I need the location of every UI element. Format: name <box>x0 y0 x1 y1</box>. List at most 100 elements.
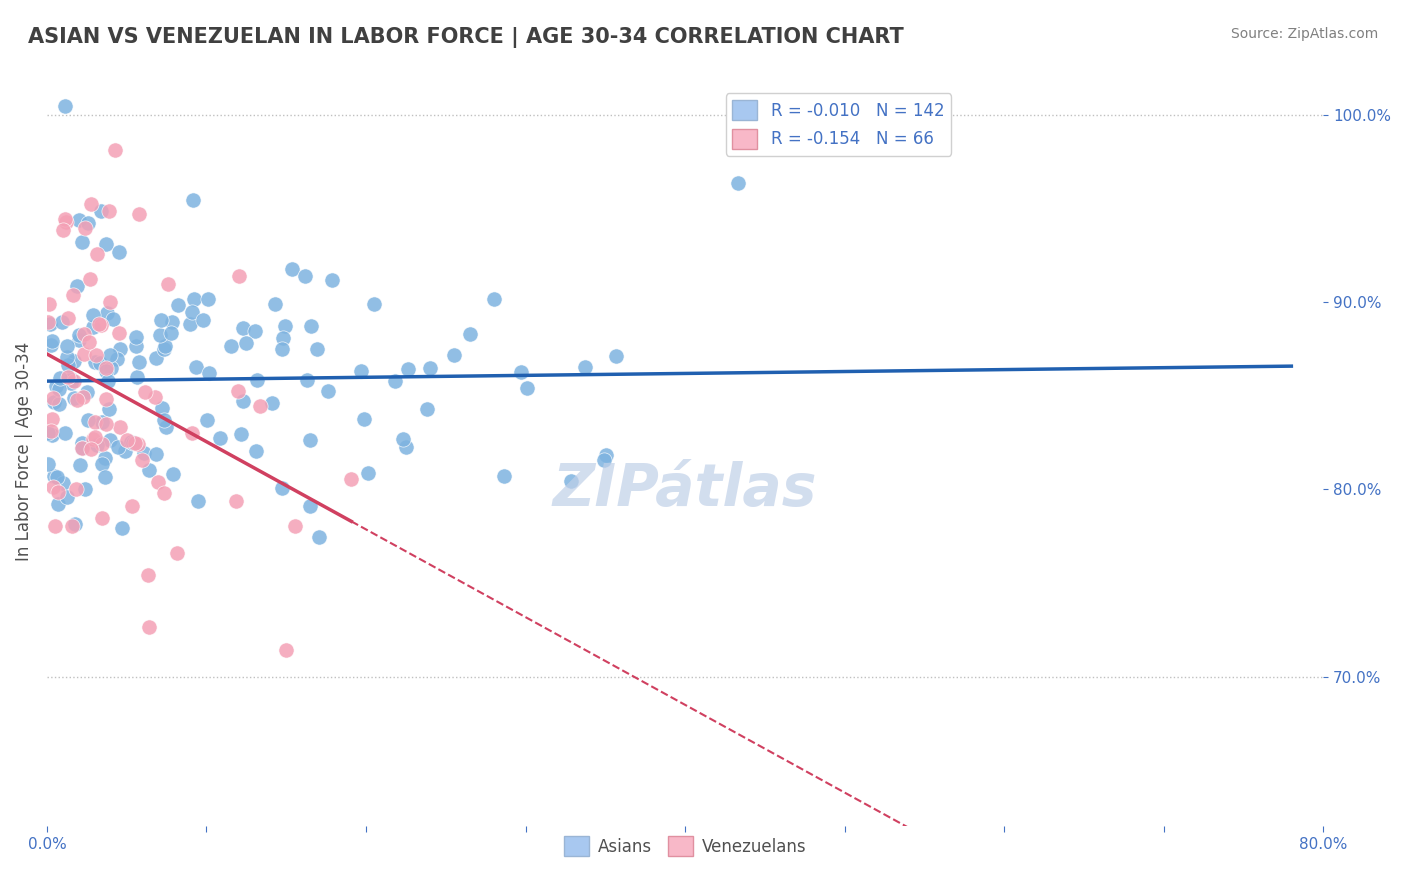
Point <box>53 211 76 226</box>
Point <box>83 416 105 430</box>
Point <box>229 426 252 441</box>
Point <box>419 361 441 376</box>
Point <box>83 355 105 369</box>
Point <box>86 438 108 452</box>
Point <box>56 310 79 325</box>
Point <box>232 321 254 335</box>
Point <box>353 411 375 425</box>
Point <box>62 288 84 302</box>
Point <box>149 328 172 343</box>
Point <box>605 349 627 363</box>
Point <box>131 452 153 467</box>
Point <box>167 298 190 312</box>
Point <box>80 442 103 456</box>
Point <box>90 318 112 332</box>
Text: ZIPátlas: ZIPátlas <box>553 461 817 517</box>
Point <box>82 433 104 447</box>
Point <box>298 433 321 447</box>
Point <box>156 277 179 292</box>
Point <box>60 376 83 390</box>
Point <box>96 392 118 406</box>
Point <box>55 425 77 440</box>
Point <box>308 530 330 544</box>
Point <box>136 568 159 582</box>
Point <box>66 392 89 407</box>
Point <box>96 305 118 319</box>
Point <box>191 313 214 327</box>
Point <box>94 451 117 466</box>
Point <box>46 485 69 500</box>
Point <box>516 381 538 395</box>
Point <box>120 435 142 450</box>
Point <box>299 319 322 334</box>
Point <box>149 313 172 327</box>
Point <box>235 335 257 350</box>
Point <box>100 361 122 376</box>
Point <box>48 396 70 410</box>
Point <box>271 343 294 357</box>
Point <box>111 521 134 535</box>
Point <box>108 420 131 434</box>
Point <box>77 413 100 427</box>
Point <box>97 374 120 388</box>
Point <box>84 430 107 444</box>
Point <box>72 390 94 404</box>
Point <box>271 331 294 345</box>
Point <box>162 467 184 481</box>
Point <box>98 434 121 448</box>
Point <box>56 350 79 364</box>
Point <box>284 518 307 533</box>
Point <box>132 446 155 460</box>
Point <box>52 475 75 490</box>
Point <box>384 374 406 388</box>
Point <box>70 441 93 455</box>
Y-axis label: In Labor Force | Age 30-34: In Labor Force | Age 30-34 <box>15 343 32 561</box>
Point <box>246 373 269 387</box>
Point <box>260 395 283 409</box>
Point <box>574 359 596 374</box>
Point <box>70 235 93 249</box>
Point <box>245 444 267 458</box>
Point <box>274 643 297 657</box>
Point <box>39 424 62 438</box>
Point <box>87 317 110 331</box>
Point <box>42 391 65 405</box>
Point <box>232 394 254 409</box>
Point <box>181 426 204 441</box>
Point <box>73 326 96 341</box>
Point <box>91 511 114 525</box>
Point <box>166 546 188 560</box>
Point <box>416 402 439 417</box>
Point <box>145 351 167 366</box>
Point <box>48 382 70 396</box>
Point <box>66 279 89 293</box>
Point <box>77 216 100 230</box>
Point <box>63 391 86 405</box>
Point <box>37 426 59 441</box>
Point <box>98 402 121 417</box>
Point <box>181 305 204 319</box>
Point <box>105 351 128 366</box>
Point <box>65 482 87 496</box>
Point <box>46 470 69 484</box>
Point <box>727 177 749 191</box>
Point <box>46 497 69 511</box>
Point <box>138 620 160 634</box>
Point <box>96 364 118 378</box>
Point <box>134 384 156 399</box>
Point <box>79 197 101 211</box>
Point <box>101 312 124 326</box>
Point <box>114 443 136 458</box>
Point <box>395 440 418 454</box>
Point <box>96 237 118 252</box>
Point <box>295 373 318 387</box>
Point <box>281 261 304 276</box>
Point <box>41 427 63 442</box>
Point <box>39 318 62 332</box>
Point <box>91 457 114 471</box>
Point <box>187 493 209 508</box>
Point <box>107 326 129 341</box>
Point <box>79 271 101 285</box>
Point <box>219 338 242 352</box>
Point <box>484 292 506 306</box>
